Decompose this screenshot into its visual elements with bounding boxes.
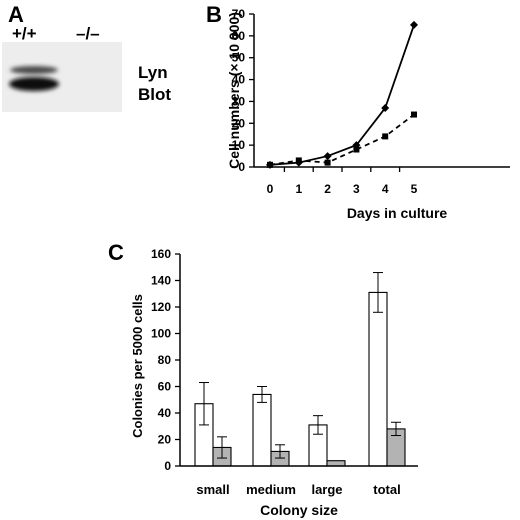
colony-bar-chart: 0 20 40 60 80 100 120 140 160 small medium large tot… [130, 247, 418, 518]
y-tick-label: 20 [158, 433, 172, 447]
x-axis-label: Colony size [260, 502, 338, 518]
series-2-point [295, 157, 302, 164]
y-tick-label: 40 [158, 406, 172, 420]
x-axis-label: Days in culture [347, 205, 448, 221]
lane-label-wildtype: +/+ [12, 24, 37, 43]
y-tick-label: 30 [232, 94, 246, 108]
y-tick-label: 20 [232, 116, 246, 130]
category-label-small: small [196, 482, 229, 497]
y-tick-label: 70 [232, 7, 246, 21]
panel-a-letter: A [8, 2, 24, 27]
x-tick-label: 3 [353, 182, 360, 196]
series-2-line [269, 113, 415, 166]
panel-b-letter: B [206, 2, 222, 27]
category-label-large: large [311, 482, 342, 497]
y-tick-label: 80 [158, 353, 172, 367]
bar-large-series-2 [326, 460, 346, 467]
series-2-point [411, 111, 417, 118]
series-2-point [353, 146, 360, 153]
y-tick-label: 40 [232, 73, 246, 87]
x-tick-label: 4 [382, 182, 389, 196]
blot-bands [9, 66, 59, 91]
panel-c-letter: C [108, 240, 124, 265]
y-tick-label: 60 [158, 380, 172, 394]
x-tick-label: 5 [411, 182, 418, 196]
series-1-point [323, 152, 332, 161]
y-tick-label: 140 [151, 274, 171, 288]
y-tick-label: 10 [232, 138, 246, 152]
y-tick-label: 100 [151, 327, 171, 341]
series-1-point [410, 20, 418, 29]
y-tick-label: 50 [232, 51, 246, 65]
blot-band-upper [10, 66, 58, 74]
blot-caption-line2: Blot [138, 85, 172, 104]
x-tick-label: 1 [295, 182, 302, 196]
bar-total-series-1 [368, 291, 388, 467]
bar-medium-series-1 [252, 393, 272, 467]
y-axis-label: Cell numbers (× 10 000) [226, 12, 242, 169]
western-blot-image [2, 42, 122, 112]
series-1-point [381, 103, 390, 112]
y-tick-label: 120 [151, 300, 171, 314]
y-tick-label: 0 [238, 160, 245, 174]
x-tick-label: 0 [267, 182, 274, 196]
category-label-medium: medium [246, 482, 296, 497]
series-2-point [324, 159, 331, 166]
lane-label-knockout: –/– [76, 24, 100, 43]
y-axis-label: Colonies per 5000 cells [130, 294, 145, 438]
series-2-point [382, 133, 389, 140]
blot-caption-line1: Lyn [138, 63, 168, 82]
x-tick-label: 2 [324, 182, 331, 196]
y-tick-label: 160 [151, 247, 171, 261]
series-2-point [267, 161, 273, 168]
y-tick-label: 0 [164, 459, 171, 473]
blot-band-lower [9, 77, 59, 91]
y-tick-label: 60 [232, 29, 246, 43]
category-label-total: total [373, 482, 400, 497]
blot-caption: Lyn Blot [138, 62, 171, 106]
series-1-line [269, 24, 415, 166]
growth-line-chart: 0 10 20 30 40 50 60 70 0 1 2 3 4 5 Days in culture Cell… [226, 7, 510, 221]
